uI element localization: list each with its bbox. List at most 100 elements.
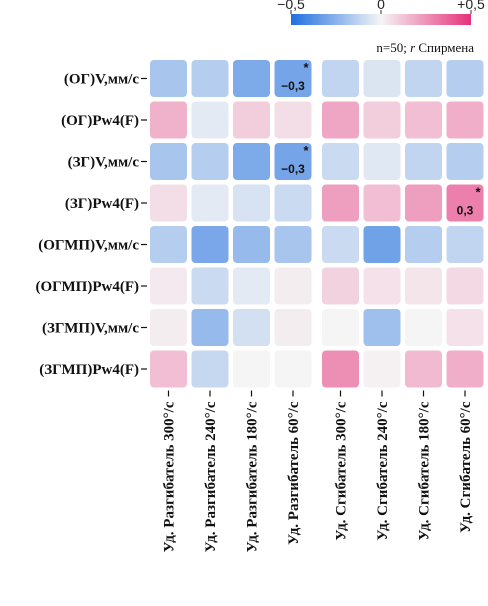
heatmap-cell xyxy=(363,101,401,139)
heatmap-cell xyxy=(446,226,484,263)
heatmap-cell xyxy=(274,267,312,305)
heatmap-cell xyxy=(274,60,312,97)
heatmap-cell xyxy=(405,226,442,263)
heatmap-cell xyxy=(191,184,229,222)
heatmap-cell xyxy=(150,309,187,346)
heatmap-cell xyxy=(405,309,442,346)
heatmap-cell xyxy=(446,101,484,139)
heatmap-cell xyxy=(274,350,312,388)
heatmap-cell xyxy=(322,184,359,222)
note-prefix: n=50; xyxy=(376,40,410,55)
row-label: (ЗГ)V,мм/с xyxy=(68,155,140,171)
colorbar-tick-label: −0,5 xyxy=(277,0,305,12)
heatmap-cell xyxy=(191,350,229,388)
heatmap-cell xyxy=(150,143,187,180)
heatmap-cell xyxy=(191,60,229,97)
heatmap-cell xyxy=(274,226,312,263)
column-label: Уд. Сгибатель 60°/с xyxy=(458,401,474,533)
row-label: (ЗГ)Pw4(F) xyxy=(65,196,139,212)
heatmap-cell xyxy=(233,184,270,222)
heatmap-cell xyxy=(363,143,401,180)
heatmap-cell xyxy=(191,226,229,263)
heatmap-cell xyxy=(322,350,359,388)
heatmap-cells: *−0,3*−0,3*0,3 xyxy=(150,60,484,388)
significant-value-label: −0,3 xyxy=(281,162,305,176)
row-label: (ЗГМП)V,мм/с xyxy=(42,321,139,337)
column-label: Уд. Разгибатель 180°/с xyxy=(245,401,261,552)
column-labels: Уд. Разгибатель 300°/с Уд. Разгибатель 24… xyxy=(162,390,474,552)
row-label: (ОГ)V,мм/с xyxy=(64,72,139,88)
heatmap-cell xyxy=(322,60,359,97)
row-label: (ОГ)Pw4(F) xyxy=(61,113,139,129)
heatmap-cell xyxy=(446,309,484,346)
heatmap-cell xyxy=(322,226,359,263)
heatmap-cell xyxy=(322,101,359,139)
heatmap-cell xyxy=(363,184,401,222)
heatmap-cell xyxy=(150,226,187,263)
heatmap-cell xyxy=(191,101,229,139)
heatmap-cell xyxy=(150,101,187,139)
note-r: r xyxy=(410,40,416,55)
heatmap-cell xyxy=(150,60,187,97)
heatmap-cell xyxy=(363,309,401,346)
column-label: Уд. Разгибатель 300°/с xyxy=(162,401,178,552)
colorbar-ticks: −0,5 0 +0,5 xyxy=(277,0,485,14)
colorbar-gradient xyxy=(291,14,471,25)
heatmap-cell xyxy=(446,143,484,180)
heatmap-cell xyxy=(363,60,401,97)
heatmap-cell xyxy=(150,267,187,305)
heatmap-cell xyxy=(405,143,442,180)
heatmap-cell xyxy=(363,267,401,305)
heatmap-cell xyxy=(233,350,270,388)
heatmap-cell xyxy=(191,143,229,180)
heatmap-cell xyxy=(274,309,312,346)
significance-star: * xyxy=(475,185,481,200)
note-suffix: Спирмена xyxy=(415,40,474,55)
heatmap-cell xyxy=(405,184,442,222)
column-label: Уд. Сгибатель 240°/с xyxy=(375,401,391,540)
heatmap-cell xyxy=(233,101,270,139)
heatmap-cell xyxy=(274,184,312,222)
heatmap-cell xyxy=(363,350,401,388)
row-label: (ЗГМП)Pw4(F) xyxy=(39,362,139,378)
heatmap-cell xyxy=(233,309,270,346)
heatmap-cell xyxy=(363,226,401,263)
column-label: Уд. Сгибатель 180°/с xyxy=(417,401,433,540)
heatmap-cell xyxy=(233,226,270,263)
heatmap-cell xyxy=(233,267,270,305)
heatmap-cell xyxy=(322,143,359,180)
heatmap-cell xyxy=(191,267,229,305)
heatmap-cell xyxy=(446,350,484,388)
sample-note: n=50; r Спирмена xyxy=(376,40,474,55)
heatmap-cell xyxy=(233,60,270,97)
heatmap-cell xyxy=(446,267,484,305)
column-label: Уд. Разгибатель 60°/с xyxy=(286,401,302,545)
heatmap-cell xyxy=(405,267,442,305)
heatmap-cell xyxy=(150,350,187,388)
heatmap-cell xyxy=(274,101,312,139)
heatmap-cell xyxy=(233,143,270,180)
colorbar: −0,5 0 +0,5 xyxy=(277,0,485,25)
row-labels: (ОГ)V,мм/с (ОГ)Pw4(F) (ЗГ)V,мм/с (ЗГ)Pw4(F)… xyxy=(36,72,147,378)
colorbar-tick-label: 0 xyxy=(377,0,385,12)
heatmap-cell xyxy=(446,184,484,222)
row-label: (ОГМП)Pw4(F) xyxy=(36,279,139,295)
significance-star: * xyxy=(303,143,309,158)
heatmap-cell xyxy=(405,101,442,139)
heatmap-cell xyxy=(274,143,312,180)
row-label: (ОГМП)V,мм/с xyxy=(38,238,139,254)
heatmap-cell xyxy=(405,60,442,97)
heatmap-cell xyxy=(191,309,229,346)
significance-star: * xyxy=(303,60,309,75)
heatmap-cell xyxy=(322,309,359,346)
column-label: Уд. Сгибатель 300°/с xyxy=(334,401,350,540)
significant-value-label: −0,3 xyxy=(281,79,305,93)
significant-value-label: 0,3 xyxy=(457,204,474,218)
heatmap-cell xyxy=(322,267,359,305)
column-label: Уд. Разгибатель 240°/с xyxy=(203,401,219,552)
colorbar-tick-label: +0,5 xyxy=(457,0,485,12)
heatmap-cell xyxy=(405,350,442,388)
heatmap-cell xyxy=(150,184,187,222)
heatmap-cell xyxy=(446,60,484,97)
